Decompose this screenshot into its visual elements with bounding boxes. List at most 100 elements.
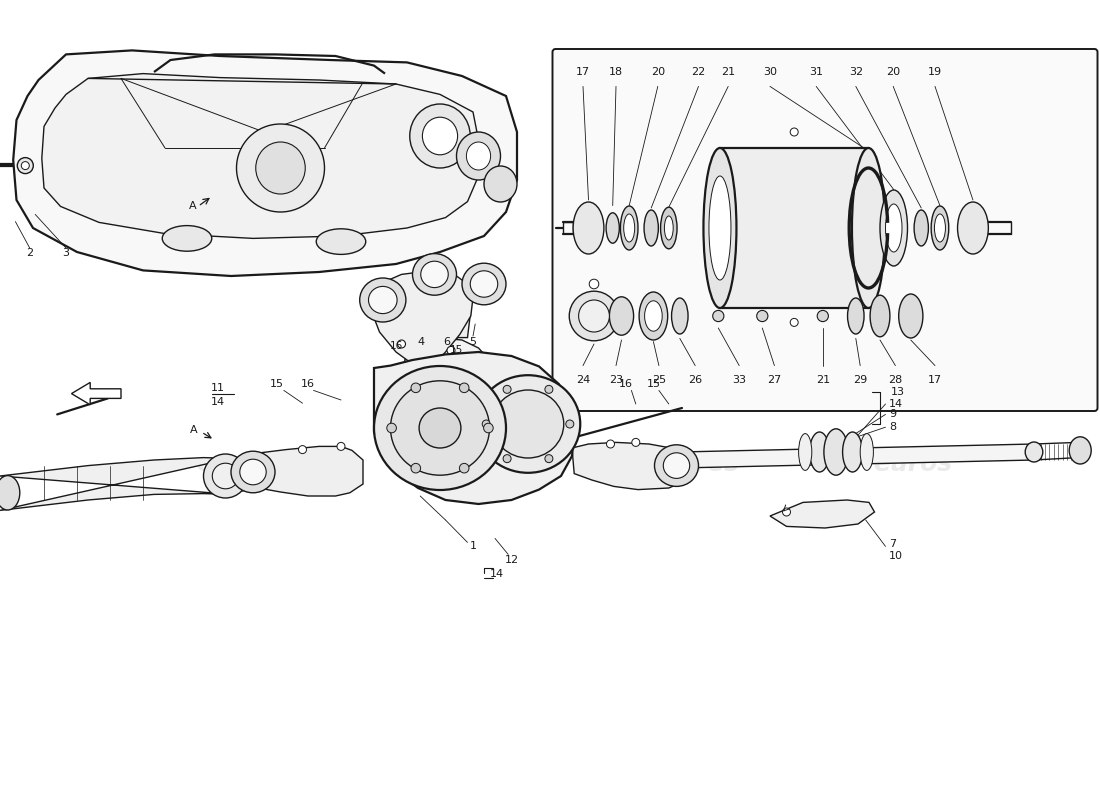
Text: eurospares: eurospares [196, 452, 354, 476]
Text: 29: 29 [854, 375, 867, 385]
Ellipse shape [899, 294, 923, 338]
Text: 11: 11 [211, 383, 224, 393]
Ellipse shape [843, 432, 862, 472]
Ellipse shape [240, 459, 266, 485]
Circle shape [397, 340, 406, 348]
Circle shape [817, 310, 828, 322]
Text: 23: 23 [609, 375, 623, 385]
Ellipse shape [664, 216, 673, 240]
Ellipse shape [654, 445, 698, 486]
Circle shape [606, 440, 615, 448]
Circle shape [565, 420, 574, 428]
Circle shape [444, 306, 453, 315]
Text: 4: 4 [418, 337, 425, 346]
Text: 16: 16 [301, 379, 315, 389]
Ellipse shape [644, 210, 658, 246]
Text: 16: 16 [619, 379, 632, 389]
Polygon shape [0, 458, 231, 510]
Text: 2: 2 [26, 248, 33, 258]
Ellipse shape [419, 408, 461, 448]
Circle shape [503, 454, 512, 462]
Ellipse shape [475, 375, 581, 473]
Polygon shape [405, 338, 506, 450]
Ellipse shape [412, 254, 456, 295]
Circle shape [790, 318, 799, 326]
Ellipse shape [708, 176, 730, 280]
Circle shape [337, 442, 345, 450]
Text: 21: 21 [722, 67, 735, 77]
Text: 33: 33 [733, 375, 746, 385]
Ellipse shape [390, 381, 490, 475]
Text: 20: 20 [651, 67, 664, 77]
Polygon shape [72, 382, 121, 405]
Text: 25: 25 [652, 375, 666, 385]
Ellipse shape [456, 132, 501, 180]
Circle shape [411, 383, 420, 393]
Ellipse shape [368, 286, 397, 314]
Text: 13: 13 [891, 387, 905, 397]
Ellipse shape [663, 453, 690, 478]
Ellipse shape [848, 298, 865, 334]
Text: A: A [190, 425, 197, 434]
Ellipse shape [645, 301, 662, 331]
Circle shape [460, 383, 469, 393]
Ellipse shape [466, 142, 491, 170]
Ellipse shape [579, 300, 609, 332]
Circle shape [484, 423, 493, 433]
Ellipse shape [824, 429, 848, 475]
Polygon shape [421, 300, 471, 338]
Circle shape [387, 423, 396, 433]
Ellipse shape [1069, 437, 1091, 464]
Text: 28: 28 [889, 375, 902, 385]
Ellipse shape [570, 291, 618, 341]
Ellipse shape [204, 454, 248, 498]
Text: 10: 10 [889, 551, 903, 561]
Circle shape [460, 463, 469, 473]
Text: 27: 27 [768, 375, 781, 385]
Text: 8: 8 [889, 422, 895, 432]
Ellipse shape [493, 390, 563, 458]
Circle shape [503, 386, 512, 394]
Ellipse shape [957, 202, 988, 254]
Text: 26: 26 [689, 375, 702, 385]
Text: 22: 22 [692, 67, 705, 77]
Ellipse shape [704, 148, 737, 308]
Circle shape [411, 463, 420, 473]
Ellipse shape [471, 270, 497, 297]
Ellipse shape [880, 190, 907, 266]
Text: 15: 15 [647, 379, 660, 389]
Ellipse shape [420, 261, 449, 288]
Text: 12: 12 [505, 555, 518, 565]
Text: 15: 15 [450, 346, 463, 355]
Text: 15: 15 [271, 379, 284, 389]
Text: 9: 9 [889, 410, 895, 419]
Text: 20: 20 [887, 67, 900, 77]
Circle shape [790, 128, 799, 136]
Text: 32: 32 [849, 67, 862, 77]
Ellipse shape [860, 434, 873, 470]
Text: euros: euros [873, 452, 953, 476]
Ellipse shape [409, 104, 471, 168]
Ellipse shape [931, 206, 948, 250]
Ellipse shape [360, 278, 406, 322]
Ellipse shape [886, 204, 902, 252]
Circle shape [21, 162, 30, 170]
Text: eurospares: eurospares [581, 452, 739, 476]
Circle shape [590, 279, 598, 289]
Circle shape [18, 158, 33, 174]
Ellipse shape [462, 263, 506, 305]
Text: 21: 21 [816, 375, 829, 385]
Circle shape [782, 508, 791, 516]
Text: 17: 17 [576, 67, 590, 77]
Text: 31: 31 [810, 67, 823, 77]
Ellipse shape [236, 124, 324, 212]
Ellipse shape [639, 292, 668, 340]
Ellipse shape [609, 297, 634, 335]
Text: 5: 5 [470, 337, 476, 346]
Text: 14: 14 [211, 397, 224, 406]
Circle shape [544, 454, 553, 462]
Circle shape [496, 356, 505, 364]
Text: 16: 16 [389, 342, 403, 351]
Ellipse shape [620, 206, 638, 250]
Circle shape [544, 386, 553, 394]
